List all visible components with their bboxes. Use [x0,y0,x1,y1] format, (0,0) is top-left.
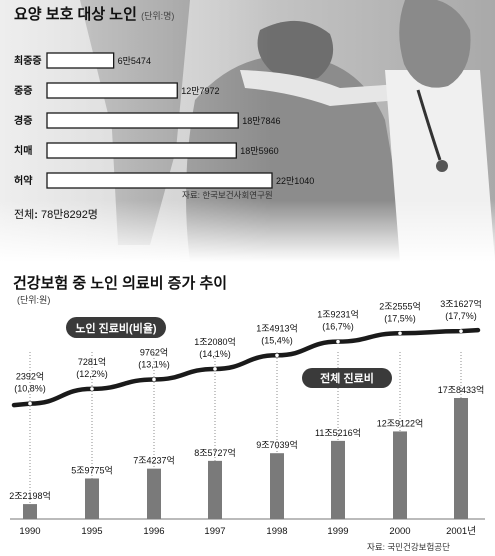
chart2-total-bar [454,398,468,519]
chart1-total: 전체: 78만8292명 [14,209,98,221]
chart2-total-bar [147,468,161,519]
chart1-value-label: 22만1040 [276,176,314,186]
chart1-bar [46,142,237,159]
chart2-year-label: 1995 [81,526,102,537]
chart2-elderly-share-label: (15,4%) [261,335,293,345]
chart2-year-label: 1996 [143,526,164,537]
chart1-value-label: 12만7972 [181,86,219,96]
chart1-unit: (단위:명) [141,11,175,21]
chart2-line-point [152,377,156,382]
chart2-line-point [28,401,32,406]
chart2-unit: (단위:원) [17,295,51,305]
chart1-category-label: 중증 [14,85,32,97]
chart1-category-label: 치매 [14,144,32,157]
chart2-elderly-share-label: (14,1%) [199,349,231,359]
chart1-value-label: 18만7846 [242,116,280,126]
chart1-category-label: 최중증 [14,54,42,67]
chart1-bar [46,172,273,189]
chart2-elderly-share-label: (13,1%) [138,359,170,369]
chart1-title: 요양 보호 대상 노인 (단위:명) [14,6,175,23]
clinic-photo [0,0,495,262]
chart2-legend-line-pill [66,317,166,338]
chart2-elderly-value-label: 7281억 [78,356,106,367]
chart2-line-point [275,353,279,358]
chart1-bar [46,52,115,69]
chart1-bars: 최중증 6만5474 중증 12만7972 경증 18만7846 치매 18만5960 허약 22… [14,52,314,189]
chart2-total-bar [208,460,222,519]
chart2-total-bar [85,478,99,519]
chart2-total-bar [331,440,345,519]
chart2-elderly-value-label: 9762억 [140,346,168,357]
chart2-total-value-label: 12조9122억 [377,417,424,428]
chart2-year-label: 1998 [266,526,287,537]
chart2-elderly-share-label: (10,8%) [14,384,46,394]
chart2-source: 자료: 국민건강보험공단 [367,542,450,552]
chart2-legend-bar-pill [302,368,392,388]
chart1-bar [46,82,178,99]
chart1-category-label: 허약 [14,174,33,187]
chart2-legend-line-label: 노인 진료비(비율) [75,321,157,335]
chart2-elderly-line [11,327,481,408]
chart2-line-point [398,331,402,336]
chart2-total-value-label: 9조7039억 [256,439,298,450]
chart2-elderly-value-label: 2392억 [16,371,44,382]
chart2-total-value-label: 7조4237억 [133,455,175,466]
chart2-elderly-share-label: (16,7%) [322,322,354,332]
chart2-elderly-value-label: 3조1627억 [440,300,482,309]
chart2-elderly-share-label: (17,5%) [384,313,416,323]
chart2-year-label: 1999 [327,526,348,537]
chart1-value-label: 6만5474 [118,56,151,66]
chart2-elderly-value-label: 1조2080억 [194,336,236,347]
chart2-total-value-label: 5조9775억 [71,464,113,475]
chart2-line-point [90,387,94,391]
chart2-elderly-share-label: (17,7%) [445,311,477,321]
chart2-elderly-value-label: 1조4913억 [256,322,298,333]
chart2-elderly-value-label: 2조2555억 [379,300,421,311]
chart2-line-point [459,329,463,333]
chart1-bar [46,112,239,129]
chart2-total-value-label: 8조5727억 [194,447,236,458]
chart2-total-bar [270,453,284,519]
chart2-elderly-value-label: 1조9231억 [317,309,359,320]
chart2-title: 건강보험 중 노인 의료비 증가 추이 [13,275,228,292]
chart2-legend-bar-label: 전체 진료비 [320,371,374,385]
chart2-elderly-share-label: (12,2%) [76,369,108,379]
chart2-total-value-label: 2조2198억 [9,490,51,501]
chart2-year-label: 2000 [389,526,410,537]
chart2-year-label: 1997 [204,526,225,537]
chart2-total-bar [23,504,37,519]
chart2-year-label: 1990 [19,526,40,537]
chart1-source: 자료: 한국보건사회연구원 [182,190,273,200]
chart2-line-point [213,367,217,371]
chart2-total-bar [393,431,407,519]
chart2-line-point [336,339,340,344]
chart2-total-value-label: 17조8433억 [438,384,485,395]
chart1-value-label: 18만5960 [240,146,278,156]
chart2-total-value-label: 11조5216억 [315,427,361,438]
chart2-plot: 2조2198억 1990 5조9775억 1995 7조4237억 1996 8조5727억… [9,300,485,537]
chart1-category-label: 경증 [14,114,32,127]
chart2-year-label: 2001년 [446,526,476,537]
